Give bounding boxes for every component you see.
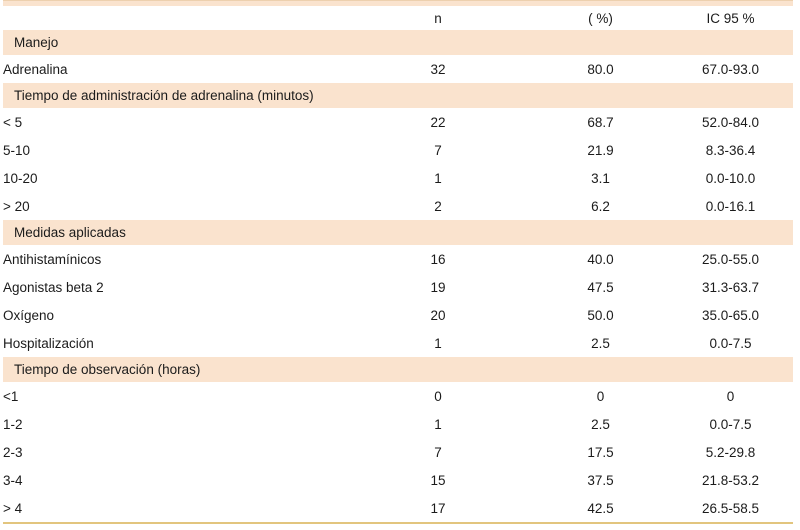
- row-label: Agonistas beta 2: [3, 279, 104, 295]
- table-row: 2-3 7 17.5 5.2-29.8: [3, 438, 793, 466]
- cell-ci: 31.3-63.7: [701, 279, 760, 295]
- table-row: 3-4 15 37.5 21.8-53.2: [3, 466, 793, 494]
- cell-ci: 0: [726, 388, 735, 404]
- cell-n: 15: [430, 472, 446, 488]
- cell-ci: 21.8-53.2: [701, 472, 760, 488]
- table-row: 1-2 1 2.5 0.0-7.5: [3, 410, 793, 438]
- cell-n: 32: [430, 61, 446, 77]
- cell-pct: 68.7: [587, 114, 614, 130]
- column-header-n: n: [434, 10, 442, 26]
- table-row: Antihistamínicos 16 40.0 25.0-55.0: [3, 245, 793, 273]
- cell-n: 0: [434, 388, 442, 404]
- cell-pct: 50.0: [587, 307, 614, 323]
- table-row: Adrenalina 32 80.0 67.0-93.0: [3, 55, 793, 83]
- row-label: Hospitalización: [3, 335, 94, 351]
- row-label: > 4: [3, 500, 23, 516]
- table-row: Agonistas beta 2 19 47.5 31.3-63.7: [3, 273, 793, 301]
- cell-pct: 2.5: [591, 416, 610, 432]
- section-row-tiempo-observacion: Tiempo de observación (horas): [3, 357, 793, 382]
- cell-pct: 6.2: [591, 198, 610, 214]
- cell-n: 20: [430, 307, 446, 323]
- cell-n: 7: [434, 142, 442, 158]
- table-row: Hospitalización 1 2.5 0.0-7.5: [3, 329, 793, 357]
- table-row: Oxígeno 20 50.0 35.0-65.0: [3, 301, 793, 329]
- section-row-manejo: Manejo: [3, 30, 793, 55]
- row-label: Antihistamínicos: [3, 251, 102, 267]
- cell-pct: 37.5: [587, 472, 614, 488]
- row-label: Oxígeno: [3, 307, 55, 323]
- row-label: 3-4: [3, 472, 23, 488]
- row-label: 1-2: [3, 416, 23, 432]
- section-label: Manejo: [3, 30, 793, 55]
- cell-ci: 5.2-29.8: [705, 444, 756, 460]
- section-label: Tiempo de observación (horas): [3, 357, 793, 382]
- column-header-ci: IC 95 %: [706, 10, 755, 26]
- table-row: <1 0 0 0: [3, 382, 793, 410]
- bottom-rule: [3, 522, 793, 524]
- cell-pct: 2.5: [591, 335, 610, 351]
- cell-pct: 40.0: [587, 251, 614, 267]
- row-label: 10-20: [3, 170, 38, 186]
- table-row: < 5 22 68.7 52.0-84.0: [3, 108, 793, 136]
- cell-n: 1: [434, 170, 442, 186]
- cell-ci: 52.0-84.0: [701, 114, 760, 130]
- cell-pct: 42.5: [587, 500, 614, 516]
- table-row: > 20 2 6.2 0.0-16.1: [3, 192, 793, 220]
- row-label: Adrenalina: [3, 61, 68, 77]
- cell-ci: 0.0-7.5: [709, 335, 752, 351]
- table-row: 10-20 1 3.1 0.0-10.0: [3, 164, 793, 192]
- cell-ci: 35.0-65.0: [701, 307, 760, 323]
- cell-pct: 47.5: [587, 279, 614, 295]
- cell-n: 7: [434, 444, 442, 460]
- statistics-table: n ( %) IC 95 % Manejo Adrenalina 32 80.0…: [3, 6, 793, 522]
- section-label: Tiempo de administración de adrenalina (…: [3, 83, 793, 108]
- table-header-row: n ( %) IC 95 %: [3, 6, 793, 30]
- row-label: <1: [3, 388, 19, 404]
- cell-ci: 0.0-10.0: [705, 170, 756, 186]
- cell-pct: 80.0: [587, 61, 614, 77]
- row-label: < 5: [3, 114, 23, 130]
- row-label: > 20: [3, 198, 30, 214]
- cell-ci: 0.0-7.5: [709, 416, 752, 432]
- cell-ci: 25.0-55.0: [701, 251, 760, 267]
- column-header-pct: ( %): [588, 10, 613, 26]
- section-row-tiempo-administracion: Tiempo de administración de adrenalina (…: [3, 83, 793, 108]
- table-row: 5-10 7 21.9 8.3-36.4: [3, 136, 793, 164]
- cell-pct: 3.1: [591, 170, 610, 186]
- cell-n: 1: [434, 335, 442, 351]
- cell-ci: 8.3-36.4: [705, 142, 756, 158]
- cell-n: 19: [430, 279, 446, 295]
- cell-n: 1: [434, 416, 442, 432]
- column-header-label: [3, 6, 363, 30]
- cell-n: 22: [430, 114, 446, 130]
- cell-n: 2: [434, 198, 442, 214]
- cell-ci: 0.0-16.1: [705, 198, 756, 214]
- cell-ci: 26.5-58.5: [701, 500, 760, 516]
- cell-pct: 21.9: [587, 142, 614, 158]
- section-label: Medidas aplicadas: [3, 220, 793, 245]
- section-row-medidas-aplicadas: Medidas aplicadas: [3, 220, 793, 245]
- cell-n: 17: [430, 500, 446, 516]
- top-band: [3, 0, 793, 6]
- cell-pct: 17.5: [587, 444, 614, 460]
- table-row: > 4 17 42.5 26.5-58.5: [3, 494, 793, 522]
- cell-pct: 0: [596, 388, 605, 404]
- cell-n: 16: [430, 251, 446, 267]
- row-label: 5-10: [3, 142, 31, 158]
- cell-ci: 67.0-93.0: [701, 61, 760, 77]
- row-label: 2-3: [3, 444, 23, 460]
